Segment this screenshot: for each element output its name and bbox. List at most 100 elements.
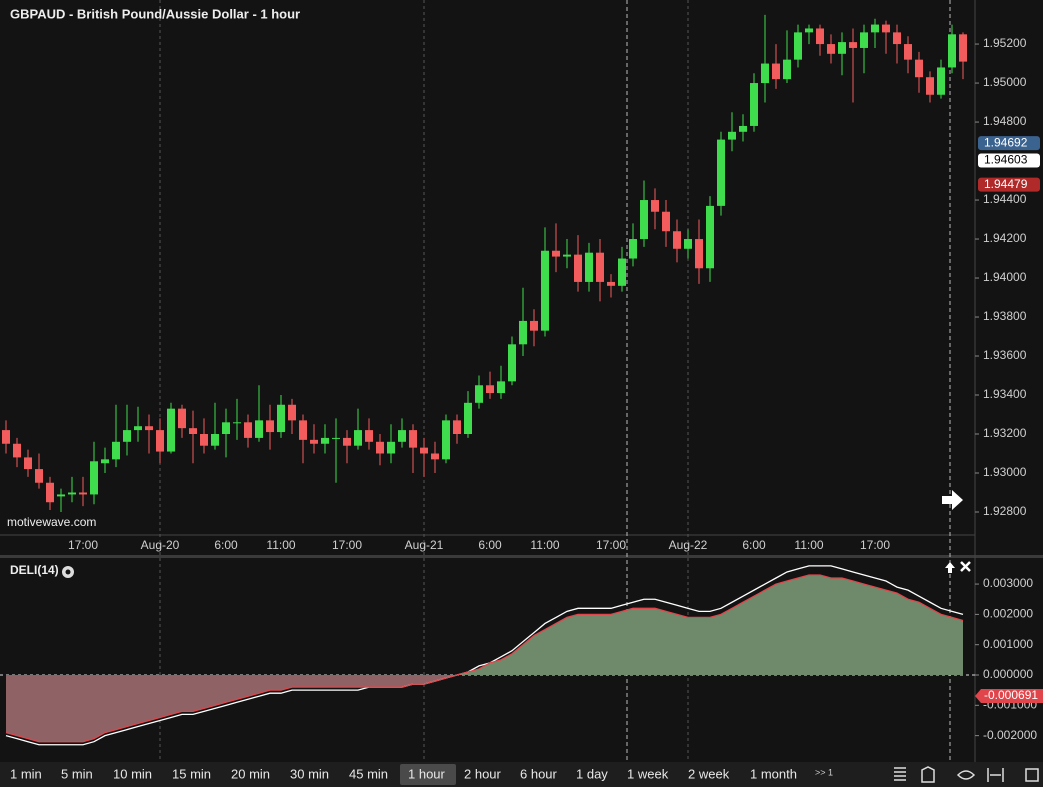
value-tag <box>975 688 1043 703</box>
candle-body <box>255 420 263 438</box>
x-tick-label: 17:00 <box>596 538 626 552</box>
y-tick-label: 1.95000 <box>983 75 1027 89</box>
y-tick-label: 1.93400 <box>983 387 1027 401</box>
candle-body <box>288 404 296 421</box>
candle-body <box>937 67 945 95</box>
scroll-right-icon[interactable] <box>942 490 963 510</box>
close-icon[interactable] <box>960 561 971 572</box>
price-tag-label: 1.94692 <box>984 135 1028 149</box>
candle-body <box>57 494 65 497</box>
candle-body <box>519 320 527 345</box>
zoom-icon[interactable] <box>987 768 1004 782</box>
candle-body <box>68 492 76 495</box>
x-tick-label: 6:00 <box>478 538 502 552</box>
x-tick-label: 6:00 <box>214 538 238 552</box>
candle-body <box>948 34 956 68</box>
timeframe-button[interactable]: 6 hour <box>520 766 558 781</box>
y-tick-label: 1.94400 <box>983 192 1027 206</box>
y-tick-label: -0.002000 <box>983 728 1037 742</box>
candle-body <box>365 430 373 442</box>
candle-body <box>233 422 241 424</box>
candle-body <box>442 420 450 460</box>
candle-body <box>695 239 703 269</box>
candle-body <box>475 385 483 403</box>
x-tick-label: Aug-20 <box>141 538 180 552</box>
x-tick-label: 11:00 <box>266 538 295 552</box>
settings-icon[interactable] <box>62 566 74 578</box>
price-tag <box>978 177 1040 192</box>
y-tick-label: 1.95200 <box>983 36 1027 50</box>
price-tag <box>978 153 1040 168</box>
candle-body <box>387 441 395 454</box>
candle-body <box>332 437 340 439</box>
x-tick-label: 17:00 <box>68 538 98 552</box>
candle-body <box>750 83 758 126</box>
draw-icon[interactable] <box>921 766 935 783</box>
candle-body <box>244 422 252 438</box>
y-tick-label: 1.94000 <box>983 270 1027 284</box>
candle-body <box>541 250 549 331</box>
candle-body <box>739 125 747 132</box>
timeframe-button[interactable]: 45 min <box>349 766 388 781</box>
price-tag <box>978 136 1040 151</box>
y-tick-label: 1.92800 <box>983 504 1027 518</box>
timeframe-button[interactable]: 2 week <box>688 766 730 781</box>
x-tick-label: Aug-21 <box>405 538 444 552</box>
candle-body <box>915 59 923 78</box>
timeframe-button[interactable]: 1 week <box>627 766 669 781</box>
candle-body <box>673 231 681 249</box>
timeframe-button[interactable]: 1 day <box>576 766 608 781</box>
candle-body <box>167 408 175 452</box>
candle-body <box>893 32 901 45</box>
x-tick-label: 17:00 <box>332 538 362 552</box>
line <box>5 574 964 743</box>
price-tag-label: 1.94603 <box>984 153 1028 167</box>
candle-body <box>343 437 351 446</box>
candle-body <box>101 459 109 464</box>
indicator-title: DELI(14) <box>10 563 59 577</box>
candle-body <box>134 426 142 431</box>
more-button[interactable]: >> 1 <box>815 767 833 777</box>
x-tick-label: 11:00 <box>530 538 559 552</box>
candle-body <box>200 434 208 446</box>
candle-body <box>46 482 54 503</box>
candle-body <box>761 63 769 84</box>
view-icon[interactable] <box>956 770 976 780</box>
list-icon[interactable] <box>894 767 906 781</box>
toolbar-icons <box>894 766 1039 783</box>
candle-body <box>321 437 329 444</box>
timeframe-button[interactable]: 1 month <box>750 766 797 781</box>
candle-body <box>211 434 219 446</box>
candle-body <box>156 430 164 452</box>
candle-body <box>794 32 802 60</box>
candle-body <box>662 211 670 232</box>
candle-body <box>816 28 824 45</box>
candle-body <box>354 430 362 446</box>
move-up-icon[interactable] <box>945 562 955 573</box>
candle-body <box>871 24 879 33</box>
timeframe-button[interactable]: 15 min <box>172 766 211 781</box>
timeframe-button[interactable]: 30 min <box>290 766 329 781</box>
candle-body <box>596 252 604 282</box>
y-tick-label: 1.93000 <box>983 465 1027 479</box>
timeframe-button[interactable]: 1 hour <box>408 766 446 781</box>
candle-body <box>860 32 868 48</box>
candle-body <box>2 430 10 444</box>
candle-body <box>486 385 494 394</box>
candle-body <box>717 139 725 206</box>
x-tick-label: 17:00 <box>860 538 890 552</box>
y-tick-label: 1.93800 <box>983 309 1027 323</box>
timeframe-button[interactable]: 5 min <box>61 766 93 781</box>
candle-body <box>310 439 318 444</box>
y-tick-label: 1.93200 <box>983 426 1027 440</box>
x-tick-label: 11:00 <box>794 538 823 552</box>
x-tick-label: 6:00 <box>742 538 766 552</box>
timeframe-button[interactable]: 20 min <box>231 766 270 781</box>
candle-body <box>959 34 967 62</box>
line <box>5 565 964 746</box>
timeframe-button[interactable]: 1 min <box>10 766 42 781</box>
timeframe-button[interactable]: 10 min <box>113 766 152 781</box>
calendar-icon[interactable] <box>1025 768 1039 782</box>
timeframe-button[interactable]: 2 hour <box>464 766 502 781</box>
